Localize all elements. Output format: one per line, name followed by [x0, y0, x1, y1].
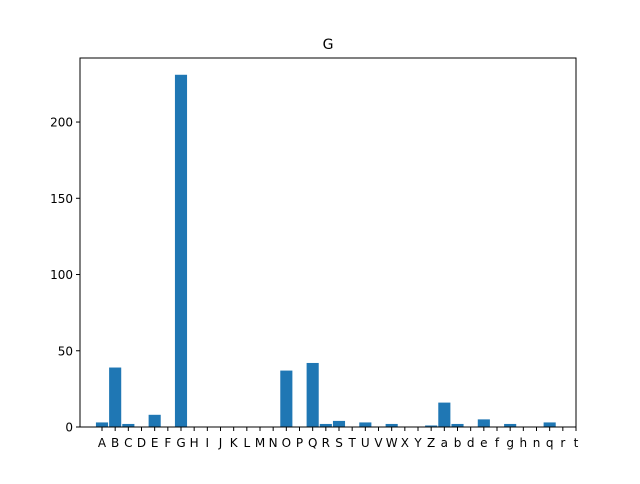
bar-S	[332, 420, 346, 427]
x-tick-label: I	[206, 436, 210, 450]
bar-C	[122, 423, 135, 427]
x-tick-label: N	[269, 436, 278, 450]
bar-U	[359, 422, 372, 427]
y-tick-label: 150	[50, 192, 73, 206]
x-tick-label: b	[454, 436, 462, 450]
x-tick-label: G	[176, 436, 185, 450]
x-tick-label: O	[282, 436, 291, 450]
x-tick-label: U	[361, 436, 370, 450]
x-tick-label: C	[124, 436, 132, 450]
x-tick-label: J	[218, 436, 223, 450]
x-tick-label: B	[111, 436, 119, 450]
x-tick-label: a	[441, 436, 448, 450]
y-axis: 0 50 100 150 200	[50, 116, 80, 435]
x-tick-label: L	[243, 436, 250, 450]
bar-E	[148, 414, 161, 427]
x-tick-label: W	[386, 436, 398, 450]
bar-W	[385, 423, 398, 427]
x-tick-label: S	[335, 436, 343, 450]
x-tick-label: q	[546, 436, 554, 450]
x-tick-label: n	[533, 436, 541, 450]
bars-layer	[95, 74, 556, 428]
x-tick-label: X	[401, 436, 409, 450]
x-tick-label: M	[255, 436, 265, 450]
y-tick-label: 100	[50, 268, 73, 282]
bar-Z	[425, 425, 438, 427]
x-tick-label: T	[347, 436, 356, 450]
plot-frame	[79, 57, 577, 428]
x-tick-label: h	[520, 436, 528, 450]
x-tick-label: t	[574, 436, 579, 450]
x-tick-label: H	[190, 436, 199, 450]
bar-Q	[306, 362, 319, 427]
x-tick-label: Y	[413, 436, 422, 450]
bar-b	[451, 423, 464, 427]
y-tick-label: 50	[58, 344, 73, 358]
x-tick-label: d	[467, 436, 475, 450]
x-tick-label: E	[151, 436, 159, 450]
chart-title: G	[323, 37, 334, 53]
bar-A	[95, 422, 109, 427]
x-tick-label: D	[137, 436, 146, 450]
x-tick-label: f	[495, 436, 500, 450]
bar-g	[504, 423, 517, 427]
x-tick-label: Z	[427, 436, 435, 450]
y-tick-label: 200	[50, 116, 73, 130]
bar-G	[174, 74, 188, 428]
x-tick-label: P	[296, 436, 303, 450]
x-tick-label: V	[374, 436, 383, 450]
x-tick-label: A	[98, 436, 107, 450]
x-tick-label: r	[560, 436, 565, 450]
x-tick-label: e	[480, 436, 487, 450]
bar-O	[280, 370, 293, 427]
x-tick-label: Q	[308, 436, 317, 450]
bar-a	[438, 402, 451, 427]
bar-R	[319, 423, 332, 427]
bar-B	[109, 367, 122, 427]
x-tick-label: g	[506, 436, 514, 450]
x-tick-label: K	[230, 436, 239, 450]
bar-q	[543, 422, 556, 427]
x-tick-label: R	[322, 436, 330, 450]
bar-e	[477, 419, 490, 427]
y-tick-label: 0	[65, 421, 73, 435]
x-tick-label: F	[164, 436, 171, 450]
